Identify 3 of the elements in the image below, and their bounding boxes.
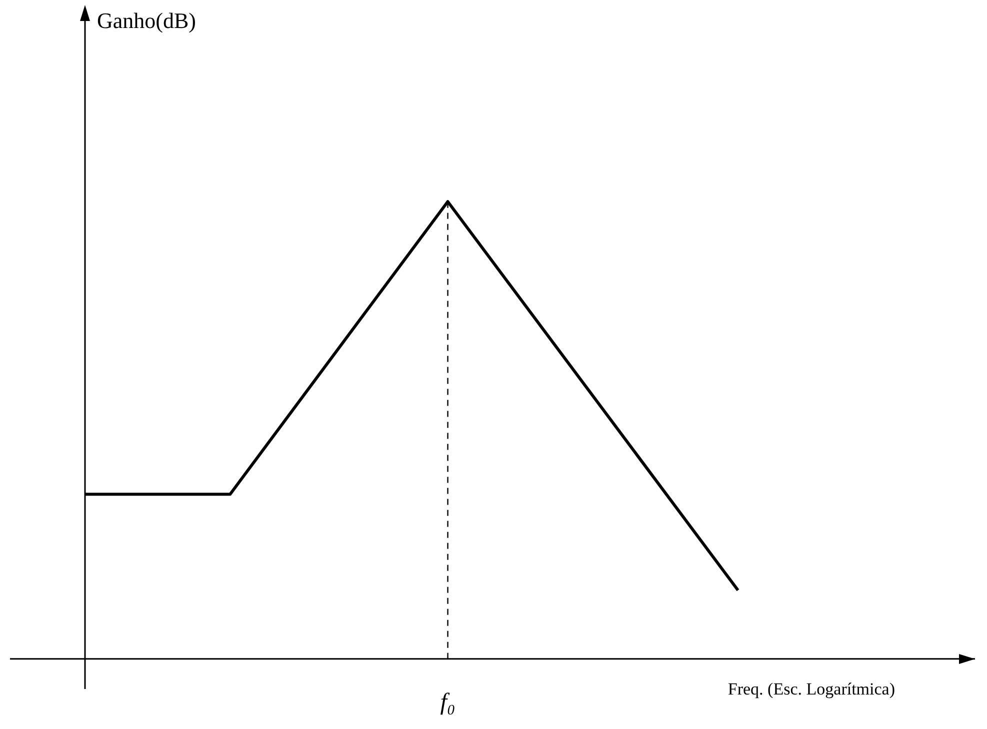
text: f₀ bbox=[440, 689, 456, 716]
x-axis-title: Freq. (Esc. Logarítmica) bbox=[728, 679, 895, 698]
text: Ganho(dB) bbox=[97, 8, 196, 33]
